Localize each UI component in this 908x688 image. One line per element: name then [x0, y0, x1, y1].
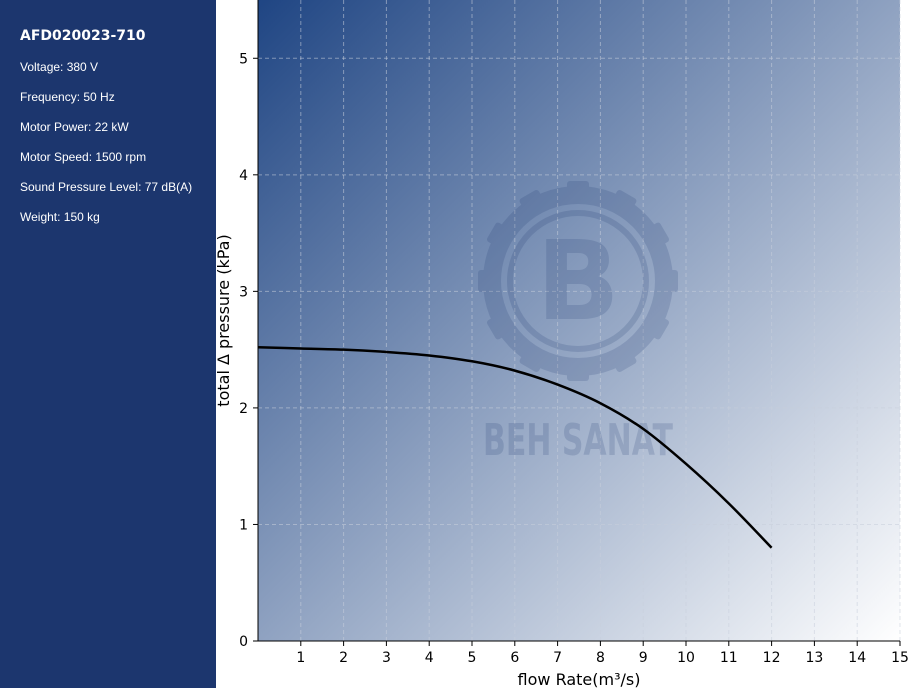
spec-voltage: Voltage: 380 V — [20, 60, 99, 74]
y-axis-label: total Δ pressure (kPa) — [214, 234, 233, 406]
x-tick-label: 13 — [805, 650, 823, 666]
x-tick-label: 5 — [468, 650, 477, 666]
gear-tooth — [641, 222, 670, 251]
gear-tooth — [608, 189, 637, 218]
grid — [258, 0, 901, 642]
x-tick-label: 4 — [425, 650, 434, 666]
x-tick-label: 10 — [677, 650, 695, 666]
spec-weight: Weight: 150 kg — [20, 210, 100, 224]
x-tick-label: 1 — [296, 650, 305, 666]
x-tick-label: 8 — [596, 650, 605, 666]
x-tick-label: 2 — [339, 650, 348, 666]
x-tick-label: 3 — [382, 650, 391, 666]
gear-tooth — [567, 181, 589, 203]
spec-sidebar: AFD020023-710 Voltage: 380 V Frequency: … — [0, 0, 216, 688]
spec-motor-speed: Motor Speed: 1500 rpm — [20, 150, 147, 164]
spec-frequency: Frequency: 50 Hz — [20, 90, 115, 104]
y-tick-label: 5 — [239, 51, 248, 67]
gear-tooth — [608, 344, 637, 373]
gear-inner-ring — [507, 210, 649, 352]
y-tick-label: 4 — [239, 168, 248, 184]
x-tick-label: 14 — [848, 650, 866, 666]
gear-tooth — [486, 311, 515, 340]
x-tick-label: 9 — [639, 650, 648, 666]
gear-tooth — [519, 344, 548, 373]
y-tick-label: 1 — [239, 517, 248, 533]
model-title: AFD020023-710 — [20, 28, 146, 44]
gear-tooth — [519, 189, 548, 218]
gear-tooth — [641, 311, 670, 340]
gear-tooth — [486, 222, 515, 251]
watermark-text: BEH SANAT — [483, 415, 673, 466]
behsanat-logo-watermark: B BEH SANAT — [478, 181, 678, 466]
axes — [257, 0, 900, 642]
x-tick-label: 7 — [553, 650, 562, 666]
plot-background — [258, 0, 900, 641]
y-tick-label: 3 — [239, 284, 248, 300]
x-tick-label: 6 — [510, 650, 519, 666]
series — [257, 346, 773, 549]
gear-tooth — [478, 270, 500, 292]
spec-sound-pressure: Sound Pressure Level: 77 dB(A) — [20, 180, 193, 194]
spec-motor-power: Motor Power: 22 kW — [20, 120, 129, 134]
x-tick-label: 15 — [891, 650, 908, 666]
performance-curve-line — [257, 346, 773, 549]
watermark-letter: B — [536, 217, 620, 345]
gear-ring — [483, 186, 673, 376]
x-tick-label: 12 — [763, 650, 781, 666]
y-tick-label: 0 — [239, 634, 248, 650]
x-tick-label: 11 — [720, 650, 738, 666]
gear-tooth — [567, 359, 589, 381]
x-axis-label: flow Rate(m³/s) — [518, 670, 641, 688]
gear-tooth — [656, 270, 678, 292]
y-tick-label: 2 — [239, 401, 248, 417]
